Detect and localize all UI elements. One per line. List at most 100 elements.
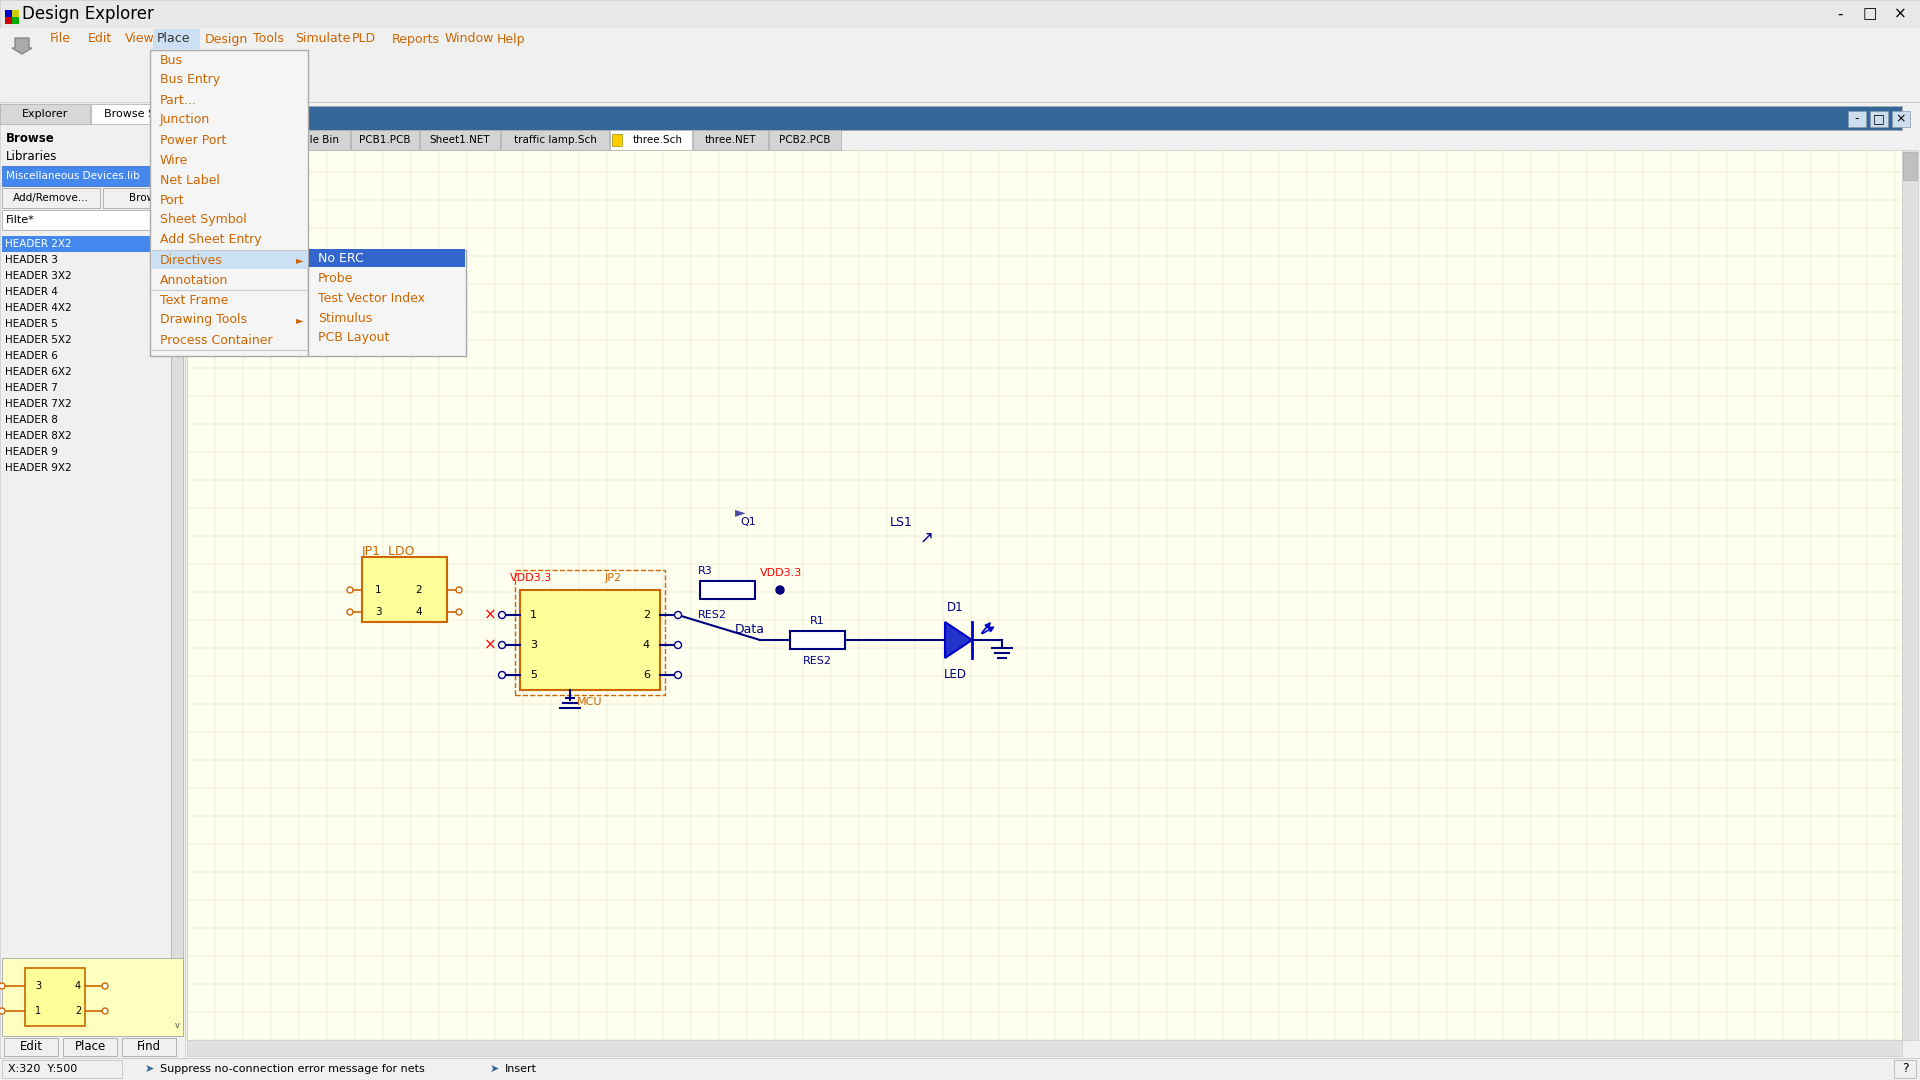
Text: Find: Find — [136, 1040, 161, 1053]
Text: Suppress no-connection error message for nets: Suppress no-connection error message for… — [159, 1064, 424, 1074]
Text: Place: Place — [75, 1040, 106, 1053]
Bar — [789, 631, 845, 649]
Text: ×: × — [1893, 6, 1907, 22]
Text: HEADER 5: HEADER 5 — [6, 319, 58, 329]
Bar — [171, 237, 182, 1036]
Text: Recycle Bin: Recycle Bin — [278, 135, 340, 145]
Bar — [612, 134, 622, 146]
Text: Simulate: Simulate — [296, 32, 349, 45]
Text: Window: Window — [445, 32, 493, 45]
Text: VDD3.3: VDD3.3 — [511, 573, 553, 583]
Text: ×: × — [1895, 112, 1907, 125]
Bar — [4, 1038, 58, 1056]
Text: ►: ► — [296, 315, 303, 325]
Text: HEADER 7: HEADER 7 — [6, 383, 58, 393]
Text: RES2: RES2 — [803, 656, 831, 666]
Circle shape — [102, 1008, 108, 1014]
Text: Design Explorer: Design Explorer — [21, 5, 154, 23]
Text: HEADER 9X2: HEADER 9X2 — [6, 463, 71, 473]
Bar — [363, 557, 447, 622]
Bar — [693, 130, 768, 150]
Text: PCB Layout: PCB Layout — [319, 332, 390, 345]
Text: Junction: Junction — [159, 113, 211, 126]
Text: Data: Data — [735, 623, 764, 636]
Bar — [701, 581, 755, 599]
Text: Miscellaneous Devices.lib: Miscellaneous Devices.lib — [6, 171, 140, 181]
Circle shape — [674, 642, 682, 648]
Bar — [351, 130, 419, 150]
Bar — [1903, 150, 1918, 1040]
Text: Stimulus: Stimulus — [319, 311, 372, 324]
Bar — [2, 1059, 123, 1078]
Text: HEADER 9: HEADER 9 — [6, 447, 58, 457]
Text: 2: 2 — [415, 585, 422, 595]
Text: Place: Place — [157, 32, 190, 45]
Bar — [2, 210, 182, 230]
Text: Sheet Symbol: Sheet Symbol — [159, 214, 248, 227]
Text: Libraries: Libraries — [6, 149, 58, 162]
Text: Help: Help — [497, 32, 526, 45]
Bar — [0, 1058, 1920, 1080]
Text: View: View — [125, 32, 156, 45]
Text: Sheet1.NET: Sheet1.NET — [430, 135, 490, 145]
Text: HEADER 4X2: HEADER 4X2 — [6, 303, 71, 313]
Bar — [1891, 111, 1910, 127]
Bar — [501, 130, 609, 150]
Bar — [12, 10, 19, 17]
Text: LED: LED — [943, 669, 966, 681]
Text: 1: 1 — [530, 610, 538, 620]
Bar — [6, 10, 12, 17]
Circle shape — [499, 611, 505, 619]
Text: ➤: ➤ — [490, 1064, 499, 1074]
Text: Add Sheet Entry: Add Sheet Entry — [159, 233, 261, 246]
Text: Bus: Bus — [159, 54, 182, 67]
Text: three.NET: three.NET — [705, 135, 756, 145]
Bar — [186, 150, 1903, 1040]
Text: X:320  Y:500: X:320 Y:500 — [8, 1064, 77, 1074]
Bar — [269, 130, 349, 150]
Text: Directives: Directives — [159, 254, 223, 267]
Bar — [186, 106, 1903, 130]
Bar — [520, 590, 660, 690]
Text: VDD3.3: VDD3.3 — [760, 568, 803, 578]
Text: PLD: PLD — [351, 32, 376, 45]
Text: 3: 3 — [35, 981, 40, 991]
Text: Design: Design — [205, 32, 248, 45]
Text: Q1: Q1 — [739, 517, 756, 527]
Circle shape — [457, 609, 463, 615]
Text: JP2: JP2 — [605, 573, 622, 583]
Text: Reports: Reports — [392, 32, 440, 45]
Text: 4: 4 — [643, 640, 651, 650]
Text: HEADER 4: HEADER 4 — [6, 287, 58, 297]
Text: Add/Remove...: Add/Remove... — [13, 193, 88, 203]
Text: RES2: RES2 — [699, 610, 728, 620]
Text: HEADER 7X2: HEADER 7X2 — [6, 399, 71, 409]
Text: 4: 4 — [415, 607, 422, 617]
Text: ↗: ↗ — [920, 528, 933, 546]
Bar — [309, 249, 465, 267]
Text: Browse Sch: Browse Sch — [104, 109, 169, 119]
Text: ?: ? — [1901, 1063, 1908, 1076]
Text: Browse: Browse — [6, 132, 56, 145]
Text: HEADER 5X2: HEADER 5X2 — [6, 335, 71, 345]
Text: HEADER 8: HEADER 8 — [6, 415, 58, 426]
Circle shape — [0, 1008, 6, 1014]
Text: Process Container: Process Container — [159, 334, 273, 347]
Text: 5: 5 — [530, 670, 538, 680]
Bar — [0, 50, 1920, 76]
Text: Bus Entry: Bus Entry — [159, 73, 221, 86]
Text: HEADER 2X2: HEADER 2X2 — [6, 239, 71, 249]
Circle shape — [674, 672, 682, 678]
Bar — [0, 102, 184, 1058]
Circle shape — [102, 983, 108, 989]
Text: ►: ► — [296, 255, 303, 265]
Text: -: - — [1855, 112, 1859, 125]
Bar — [63, 1038, 117, 1056]
Bar — [1893, 1059, 1916, 1078]
Text: Insert: Insert — [505, 1064, 538, 1074]
Text: □: □ — [1874, 112, 1885, 125]
Text: Drawing Tools: Drawing Tools — [159, 313, 248, 326]
Bar — [171, 237, 182, 276]
Text: Text Frame: Text Frame — [159, 294, 228, 307]
Text: No ERC: No ERC — [319, 252, 363, 265]
